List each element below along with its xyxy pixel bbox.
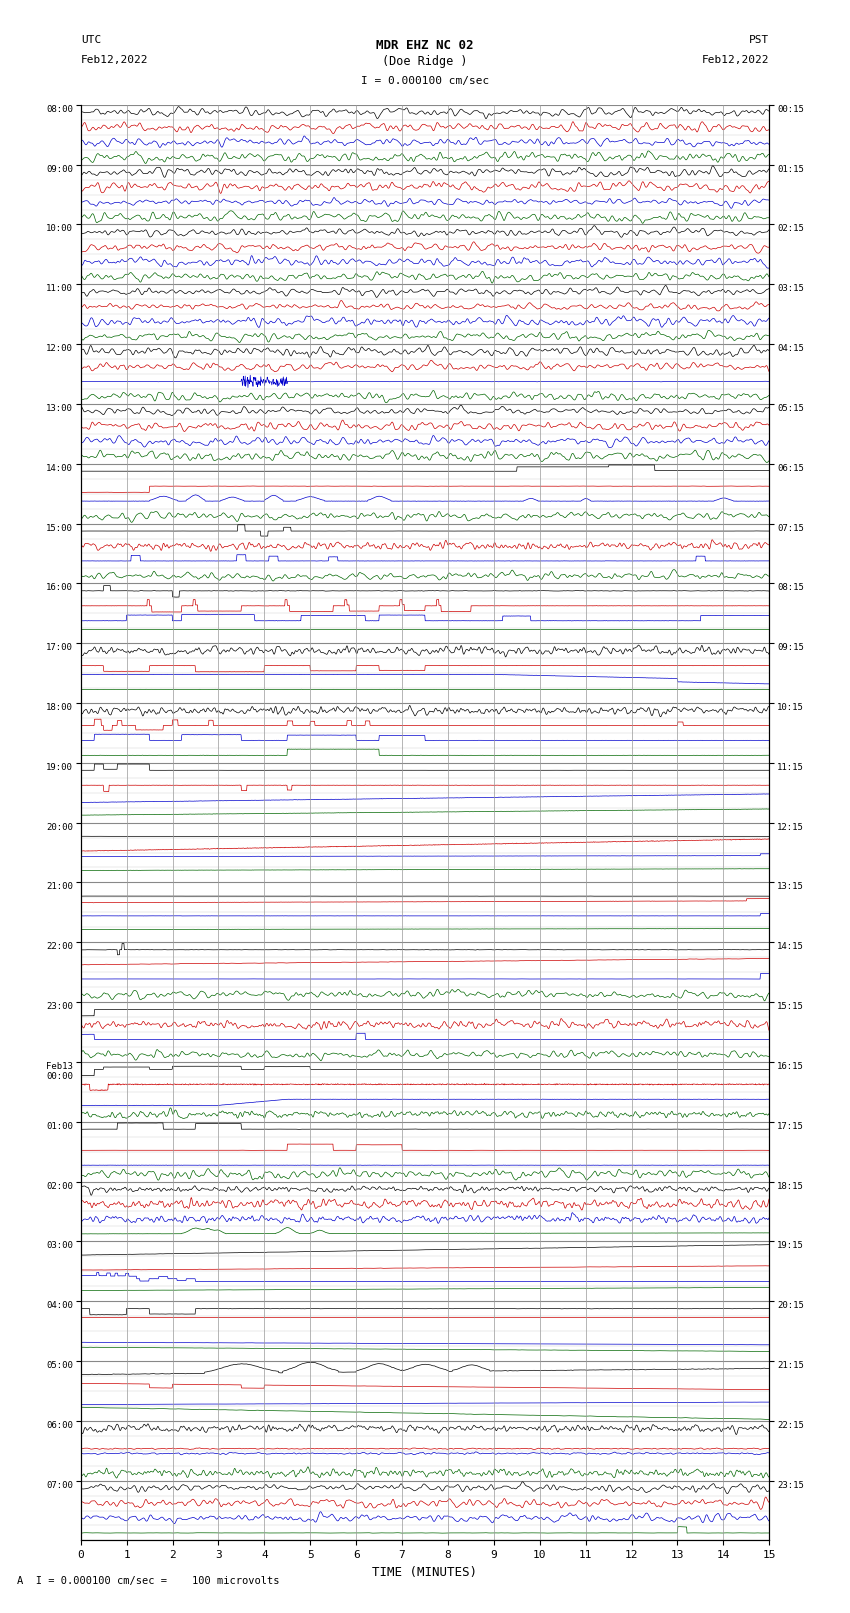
X-axis label: TIME (MINUTES): TIME (MINUTES)	[372, 1566, 478, 1579]
Text: PST: PST	[749, 35, 769, 45]
Text: Feb12,2022: Feb12,2022	[702, 55, 769, 65]
Text: A  I = 0.000100 cm/sec =    100 microvolts: A I = 0.000100 cm/sec = 100 microvolts	[17, 1576, 280, 1586]
Text: MDR EHZ NC 02: MDR EHZ NC 02	[377, 39, 473, 52]
Text: I = 0.000100 cm/sec: I = 0.000100 cm/sec	[361, 76, 489, 85]
Text: (Doe Ridge ): (Doe Ridge )	[382, 55, 468, 68]
Text: Feb12,2022: Feb12,2022	[81, 55, 148, 65]
Text: UTC: UTC	[81, 35, 101, 45]
